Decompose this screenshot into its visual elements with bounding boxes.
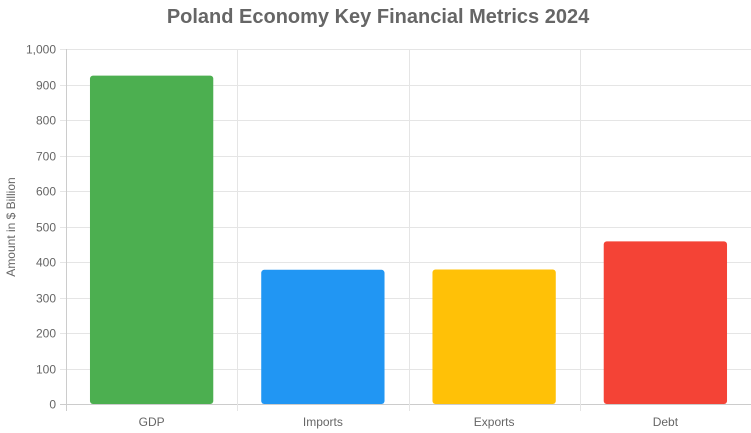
y-tick-label: 600 [36, 185, 56, 199]
y-tick-label: 0 [49, 398, 56, 412]
y-axis-ticks: 0 100 200 300 400 500 600 700 800 900 1,000 [26, 43, 56, 412]
x-tick-label: Imports [303, 415, 343, 429]
bar-imports [261, 269, 385, 404]
y-tick-label: 800 [36, 114, 56, 128]
y-tick-label: 1,000 [26, 43, 56, 57]
y-tick-label: 100 [36, 363, 56, 377]
y-tick-label: 400 [36, 256, 56, 270]
y-tick-label: 200 [36, 327, 56, 341]
bar-debt [603, 241, 728, 404]
bars [89, 75, 728, 404]
x-axis-ticks: GDP Imports Exports Debt [139, 415, 679, 429]
x-tick-label: GDP [139, 415, 165, 429]
x-tick-label: Exports [474, 415, 515, 429]
y-tick-label: 900 [36, 79, 56, 93]
chart-title: Poland Economy Key Financial Metrics 202… [167, 6, 590, 28]
x-tick-label: Debt [653, 415, 679, 429]
bar-gdp [89, 75, 214, 404]
y-tick-label: 700 [36, 150, 56, 164]
bar-exports [432, 269, 556, 404]
y-axis-title: Amount in $ Billion [4, 177, 18, 276]
y-tick-label: 300 [36, 292, 56, 306]
y-tick-label: 500 [36, 221, 56, 235]
